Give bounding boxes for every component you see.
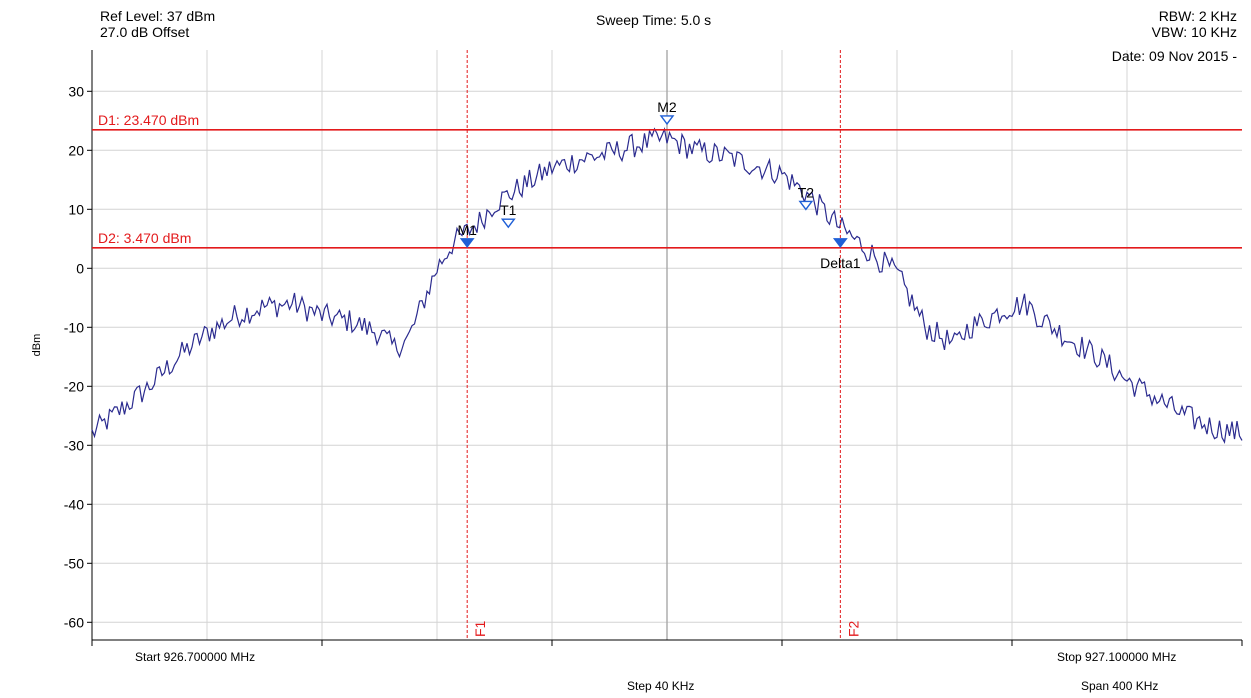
marker-t1-label: T1 — [500, 202, 517, 218]
stop-frequency-label: Stop 927.100000 MHz — [1057, 650, 1177, 664]
marker-m2-icon — [659, 115, 675, 126]
marker-t2-label: T2 — [798, 184, 815, 200]
step-label: Step 40 KHz — [627, 679, 695, 693]
threshold-label-d1: D1: 23.470 dBm — [98, 112, 199, 128]
spectrum-trace — [91, 127, 1243, 444]
frequency-label-f1: F1 — [472, 620, 488, 637]
marker-m2-label: M2 — [657, 99, 677, 115]
marker-t1-icon — [500, 218, 516, 229]
start-frequency-label: Start 926.700000 MHz — [135, 650, 256, 664]
marker-delta1-icon — [832, 238, 848, 248]
span-label: Span 400 KHz — [1081, 679, 1159, 693]
marker-m1-label: M1 — [457, 222, 477, 238]
y-tick-label: 0 — [76, 260, 84, 276]
vbw-label: VBW: 10 KHz — [1151, 24, 1237, 40]
y-tick-label: -30 — [64, 437, 84, 453]
y-tick-label: -40 — [64, 496, 84, 512]
frequency-label-f2: F2 — [845, 620, 861, 637]
y-tick-label: 30 — [68, 83, 84, 99]
sweep-time-label: Sweep Time: 5.0 s — [596, 12, 712, 28]
offset-label: 27.0 dB Offset — [100, 24, 190, 40]
marker-delta1-label: Delta1 — [820, 255, 861, 271]
ref-level-label: Ref Level: 37 dBm — [100, 8, 216, 24]
y-tick-label: 20 — [68, 142, 84, 158]
y-tick-label: 10 — [68, 201, 84, 217]
rbw-label: RBW: 2 KHz — [1158, 8, 1237, 24]
marker-m1-icon — [459, 238, 475, 248]
y-tick-label: -20 — [64, 378, 84, 394]
y-tick-label: -50 — [64, 555, 84, 571]
y-tick-label: -10 — [64, 319, 84, 335]
marker-t2-icon — [798, 200, 814, 211]
y-tick-label: -60 — [64, 614, 84, 630]
date-label: Date: 09 Nov 2015 - — [1111, 48, 1237, 64]
threshold-label-d2: D2: 3.470 dBm — [98, 230, 191, 246]
y-axis-title: dBm — [31, 334, 43, 357]
